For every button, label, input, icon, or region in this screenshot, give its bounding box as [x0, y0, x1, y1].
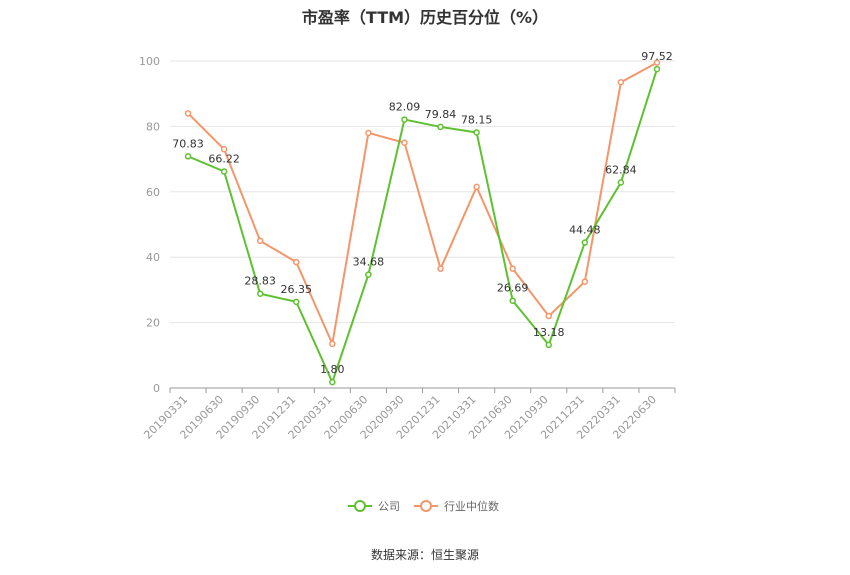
legend: 公司 行业中位数 — [348, 499, 499, 513]
data-point — [293, 298, 300, 306]
data-point — [581, 239, 589, 246]
data-point — [220, 168, 228, 175]
data-point — [473, 183, 480, 191]
data-point — [184, 110, 192, 117]
y-tick-label: 0 — [153, 382, 160, 395]
data-point — [617, 179, 625, 186]
y-tick-label: 40 — [146, 251, 160, 264]
series-line-1 — [187, 61, 658, 348]
data-label: 28.83 — [244, 275, 276, 288]
data-point — [329, 378, 336, 386]
grid-lines — [170, 60, 675, 324]
legend-marker — [420, 500, 432, 512]
data-label: 44.48 — [569, 224, 601, 237]
legend-marker — [354, 500, 366, 512]
data-label: 78.15 — [461, 113, 493, 126]
data-label: 79.84 — [425, 108, 457, 121]
data-point — [545, 312, 552, 320]
series-lines — [184, 59, 661, 386]
legend-label: 公司 — [378, 500, 400, 513]
chart-title: 市盈率（TTM）历史百分位（%） — [301, 8, 549, 27]
data-point — [437, 265, 444, 272]
data-label: 1.80 — [320, 363, 345, 376]
data-point — [293, 258, 300, 266]
data-label: 70.83 — [172, 137, 204, 150]
data-point — [329, 340, 336, 348]
data-point — [653, 65, 661, 73]
data-point — [365, 129, 372, 137]
data-point — [256, 237, 264, 245]
data-point — [653, 59, 661, 66]
data-point — [401, 116, 408, 123]
series-line-0 — [187, 68, 658, 385]
data-source-note: 数据来源：恒生聚源 — [370, 548, 479, 562]
y-tick-label: 60 — [146, 186, 160, 199]
data-label: 26.35 — [281, 283, 313, 296]
data-label: 66.22 — [208, 152, 240, 165]
legend-label: 行业中位数 — [444, 499, 499, 513]
data-point — [184, 153, 192, 160]
data-point — [365, 271, 372, 278]
data-label: 34.68 — [353, 256, 385, 269]
data-label: 82.09 — [389, 101, 421, 114]
data-label: 97.52 — [641, 50, 673, 63]
data-labels: 70.83 66.22 28.83 26.35 1.80 34.68 82.09 79.84 7… — [172, 50, 672, 376]
data-point — [473, 129, 480, 136]
y-tick-label: 80 — [146, 120, 160, 133]
data-point — [256, 290, 264, 297]
y-tick-label: 100 — [139, 55, 160, 68]
data-point — [617, 79, 625, 86]
data-point — [437, 123, 444, 131]
data-point — [509, 265, 516, 272]
data-label: 26.69 — [497, 282, 529, 295]
data-point — [220, 146, 228, 153]
data-point — [509, 297, 516, 304]
y-tick-label: 20 — [146, 317, 160, 330]
data-label: 13.18 — [533, 326, 565, 339]
data-point — [401, 139, 408, 146]
data-point — [545, 341, 552, 349]
data-label: 62.84 — [605, 164, 637, 177]
data-point — [581, 278, 589, 285]
